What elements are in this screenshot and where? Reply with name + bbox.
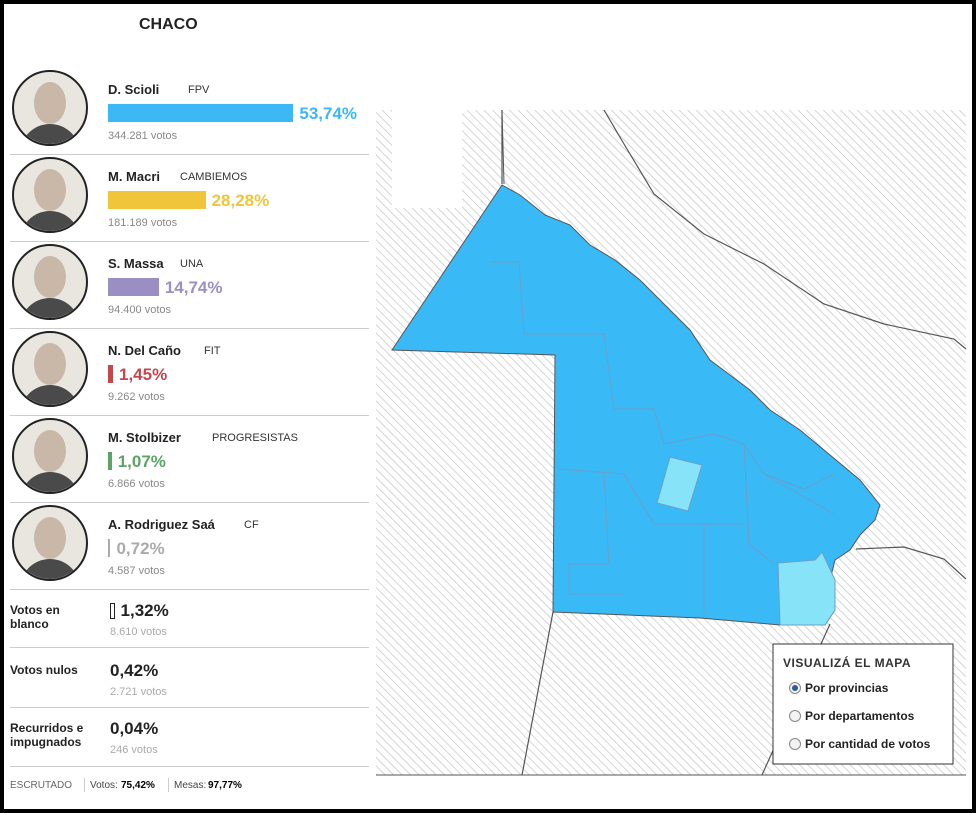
votes: 4.587 votos bbox=[108, 565, 165, 577]
shoulders bbox=[20, 124, 80, 144]
face bbox=[34, 82, 66, 124]
photo bbox=[12, 331, 88, 407]
bar bbox=[110, 603, 115, 619]
percent: 0,42% bbox=[110, 661, 159, 680]
percent: 28,28% bbox=[211, 191, 270, 210]
department bbox=[777, 551, 836, 626]
footer-label: ESCRUTADO bbox=[10, 780, 73, 791]
map bbox=[376, 109, 967, 776]
party: PROGRESISTAS bbox=[212, 432, 298, 444]
votes: 246 votos bbox=[110, 744, 158, 756]
separator bbox=[10, 415, 369, 416]
candidate-name: A. Rodriguez Saá bbox=[108, 517, 215, 532]
separator bbox=[10, 707, 369, 708]
party: FPV bbox=[188, 84, 210, 96]
face bbox=[34, 169, 66, 211]
bar bbox=[108, 104, 294, 122]
bar bbox=[108, 365, 113, 383]
bar bbox=[108, 278, 159, 296]
percent: 53,74% bbox=[299, 104, 358, 123]
radio-dot bbox=[792, 685, 798, 691]
footer-divider bbox=[168, 778, 169, 792]
votes: 94.400 votos bbox=[108, 304, 171, 316]
department-border bbox=[490, 261, 835, 614]
votes: 344.281 votos bbox=[108, 130, 178, 142]
candidate-name: D. Scioli bbox=[108, 82, 160, 97]
party: CAMBIEMOS bbox=[180, 171, 248, 183]
photo bbox=[12, 418, 88, 494]
party: UNA bbox=[180, 258, 204, 270]
radio[interactable] bbox=[789, 710, 801, 722]
separator bbox=[10, 241, 369, 242]
party: FIT bbox=[204, 345, 221, 357]
vote-type: Recurridos e impugnados bbox=[10, 721, 84, 749]
percent: 1,45% bbox=[119, 365, 168, 384]
separator bbox=[10, 328, 369, 329]
separator bbox=[10, 647, 369, 648]
footer-votes-value: 75,42% bbox=[121, 780, 155, 791]
department bbox=[656, 456, 703, 512]
votes: 2.721 votos bbox=[110, 686, 167, 698]
votes: 8.610 votos bbox=[110, 626, 167, 638]
bar bbox=[108, 191, 206, 209]
shoulders bbox=[20, 559, 80, 579]
bar bbox=[108, 539, 111, 557]
face bbox=[34, 256, 66, 298]
shoulders bbox=[20, 385, 80, 405]
separator bbox=[10, 154, 369, 155]
shoulders bbox=[20, 472, 80, 492]
percent: 0,04% bbox=[110, 719, 159, 738]
footer-tables-label: Mesas: bbox=[174, 780, 207, 791]
radio[interactable] bbox=[789, 682, 801, 694]
legend-title: VISUALIZÁ EL MAPA bbox=[783, 656, 912, 670]
radio-label[interactable]: Por departamentos bbox=[805, 709, 915, 723]
photo bbox=[12, 244, 88, 320]
title: CHACO bbox=[139, 16, 198, 33]
candidate-name: M. Macri bbox=[108, 169, 161, 184]
face bbox=[34, 517, 66, 559]
percent: 1,32% bbox=[120, 601, 169, 620]
candidate-name: M. Stolbizer bbox=[108, 430, 181, 445]
border bbox=[501, 109, 967, 776]
candidate-name: S. Massa bbox=[108, 256, 164, 271]
vote-type: Votos en blanco bbox=[10, 603, 60, 631]
percent: 1,07% bbox=[117, 452, 166, 471]
radio-label[interactable]: Por provincias bbox=[805, 681, 889, 695]
photo bbox=[12, 505, 88, 581]
votes: 181.189 votos bbox=[108, 217, 178, 229]
shoulders bbox=[20, 211, 80, 231]
separator bbox=[10, 589, 369, 590]
votes: 6.866 votos bbox=[108, 478, 165, 490]
radio[interactable] bbox=[789, 738, 801, 750]
photo bbox=[12, 157, 88, 233]
blank-area bbox=[392, 110, 462, 208]
percent: 0,72% bbox=[116, 539, 165, 558]
vote-type: Votos nulos bbox=[10, 663, 78, 677]
percent: 14,74% bbox=[164, 278, 223, 297]
footer-votes-label: Votos: bbox=[90, 780, 118, 791]
separator bbox=[10, 502, 369, 503]
footer-line bbox=[10, 766, 369, 767]
votes: 9.262 votos bbox=[108, 391, 165, 403]
face bbox=[34, 430, 66, 472]
legend-box bbox=[772, 643, 954, 765]
party: CF bbox=[244, 519, 259, 531]
footer-tables-value: 97,77% bbox=[208, 780, 242, 791]
photo bbox=[12, 70, 88, 146]
candidate-name: N. Del Caño bbox=[108, 343, 181, 358]
face bbox=[34, 343, 66, 385]
radio-label[interactable]: Por cantidad de votos bbox=[805, 737, 931, 751]
shoulders bbox=[20, 298, 80, 318]
bar bbox=[108, 452, 112, 470]
footer-divider bbox=[84, 778, 85, 792]
